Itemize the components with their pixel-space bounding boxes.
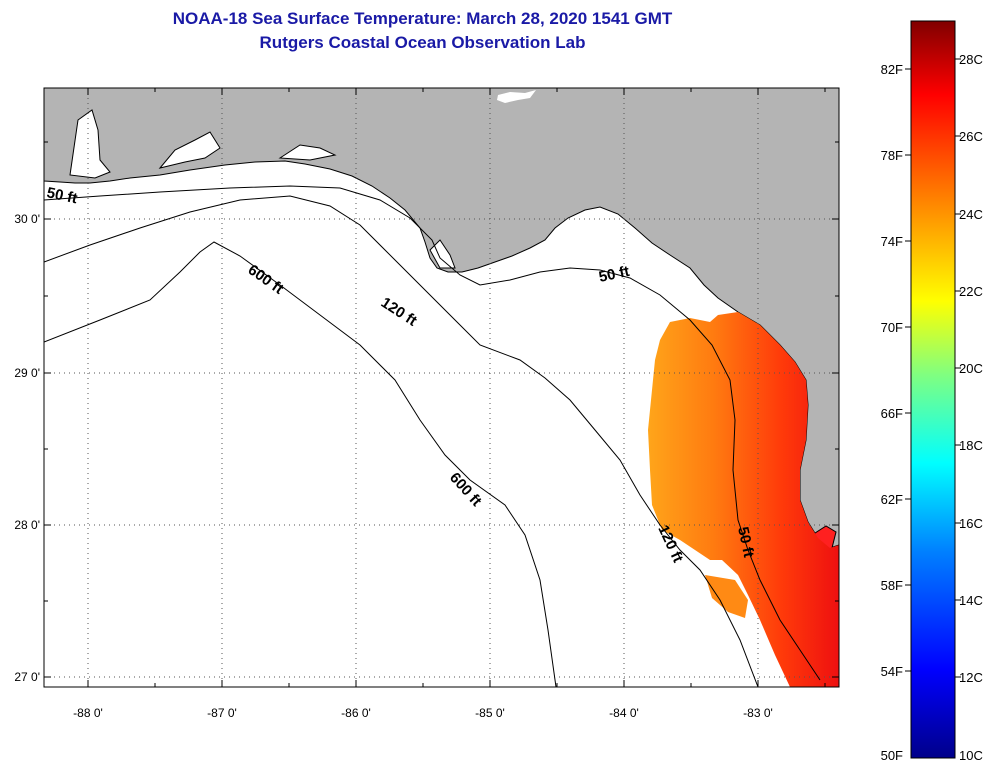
longitude-label: -86 0' [341, 706, 371, 720]
colorbar-f-label: 82F [881, 62, 903, 77]
coastal-bay [69, 109, 111, 179]
contour-label: 50 ft [45, 184, 79, 207]
colorbar-c-label: 16C [959, 516, 983, 531]
colorbar-f-label: 50F [881, 748, 903, 763]
colorbar-gradient [910, 20, 956, 759]
colorbar-f-label: 54F [881, 664, 903, 679]
map-frame [43, 87, 840, 688]
lake [497, 90, 536, 103]
colorbar-f-label: 70F [881, 320, 903, 335]
sst-data-region [648, 312, 839, 687]
colorbar-f-label: 78F [881, 148, 903, 163]
isobath-50ft [44, 185, 821, 681]
colorbar-c-label: 10C [959, 748, 983, 763]
colorbar-ticks [905, 58, 961, 678]
latitude-axis: 30 0' 29 0' 28 0' 27 0' [14, 212, 40, 684]
latitude-label: 28 0' [14, 518, 40, 532]
longitude-axis: -88 0' -87 0' -86 0' -85 0' -84 0' -83 0… [73, 706, 773, 720]
latitude-label: 27 0' [14, 670, 40, 684]
colorbar: 82F 78F 74F 70F 66F 62F 58F 54F 50F 28C … [881, 20, 983, 763]
longitude-label: -85 0' [475, 706, 505, 720]
colorbar-c-label: 20C [959, 361, 983, 376]
coastal-bay [158, 131, 221, 169]
isobath-120ft [44, 195, 759, 687]
colorbar-c-label: 28C [959, 52, 983, 67]
contour-label: 50 ft [734, 525, 757, 559]
isobath-lines [44, 185, 821, 687]
colorbar-c-label: 18C [959, 438, 983, 453]
colorbar-c-label: 24C [959, 207, 983, 222]
longitude-label: -88 0' [73, 706, 103, 720]
colorbar-c-label: 26C [959, 129, 983, 144]
colorbar-f-label: 58F [881, 578, 903, 593]
colorbar-c-label: 12C [959, 670, 983, 685]
longitude-label: -83 0' [743, 706, 773, 720]
colorbar-f-label: 74F [881, 234, 903, 249]
colorbar-c-label: 22C [959, 284, 983, 299]
title-line-1: NOAA-18 Sea Surface Temperature: March 2… [172, 9, 673, 28]
tick-marks [44, 88, 839, 687]
latitude-label: 30 0' [14, 212, 40, 226]
coastal-bay [278, 144, 337, 161]
latitude-label: 29 0' [14, 366, 40, 380]
longitude-label: -87 0' [207, 706, 237, 720]
longitude-label: -84 0' [609, 706, 639, 720]
coastal-bay [429, 239, 456, 269]
colorbar-f-label: 66F [881, 406, 903, 421]
colorbar-c-label: 14C [959, 593, 983, 608]
colorbar-f-label: 62F [881, 492, 903, 507]
contour-label: 50 ft [597, 263, 631, 286]
sst-data-patch [705, 575, 748, 618]
isobath-600ft [44, 241, 557, 687]
title-line-2: Rutgers Coastal Ocean Observation Lab [259, 33, 586, 52]
